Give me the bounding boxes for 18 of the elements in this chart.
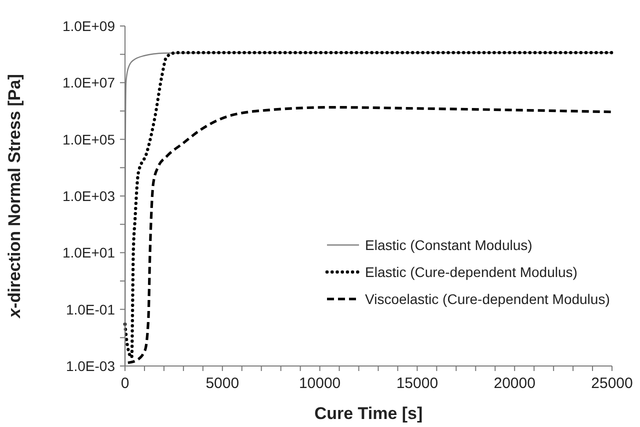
legend-label: Viscoelastic (Cure-dependent Modulus) bbox=[365, 291, 610, 307]
x-tick-label: 10000 bbox=[298, 375, 341, 392]
y-tick-label: 1.0E+09 bbox=[62, 18, 116, 34]
y-tick-label: 1.0E-03 bbox=[66, 358, 116, 374]
x-tick-label: 20000 bbox=[494, 375, 536, 392]
y-tick-label: 1.0E+01 bbox=[62, 244, 116, 261]
y-axis-title: x-direction Normal Stress [Pa] bbox=[5, 74, 24, 319]
y-tick-label: 1.0E+03 bbox=[62, 188, 116, 204]
x-tick-label: 15000 bbox=[396, 375, 438, 392]
y-tick-label: 1.0E+07 bbox=[62, 74, 116, 91]
x-tick-label: 25000 bbox=[591, 375, 633, 392]
legend-label: Elastic (Cure-dependent Modulus) bbox=[365, 264, 578, 280]
y-tick-label: 1.0E+05 bbox=[62, 131, 116, 148]
x-axis-title: Cure Time [s] bbox=[314, 404, 423, 423]
x-tick-label: 5000 bbox=[206, 375, 240, 392]
legend-label: Elastic (Constant Modulus) bbox=[365, 237, 532, 253]
y-tick-label: 1.0E-01 bbox=[66, 301, 116, 318]
x-tick-label: 0 bbox=[120, 375, 130, 392]
